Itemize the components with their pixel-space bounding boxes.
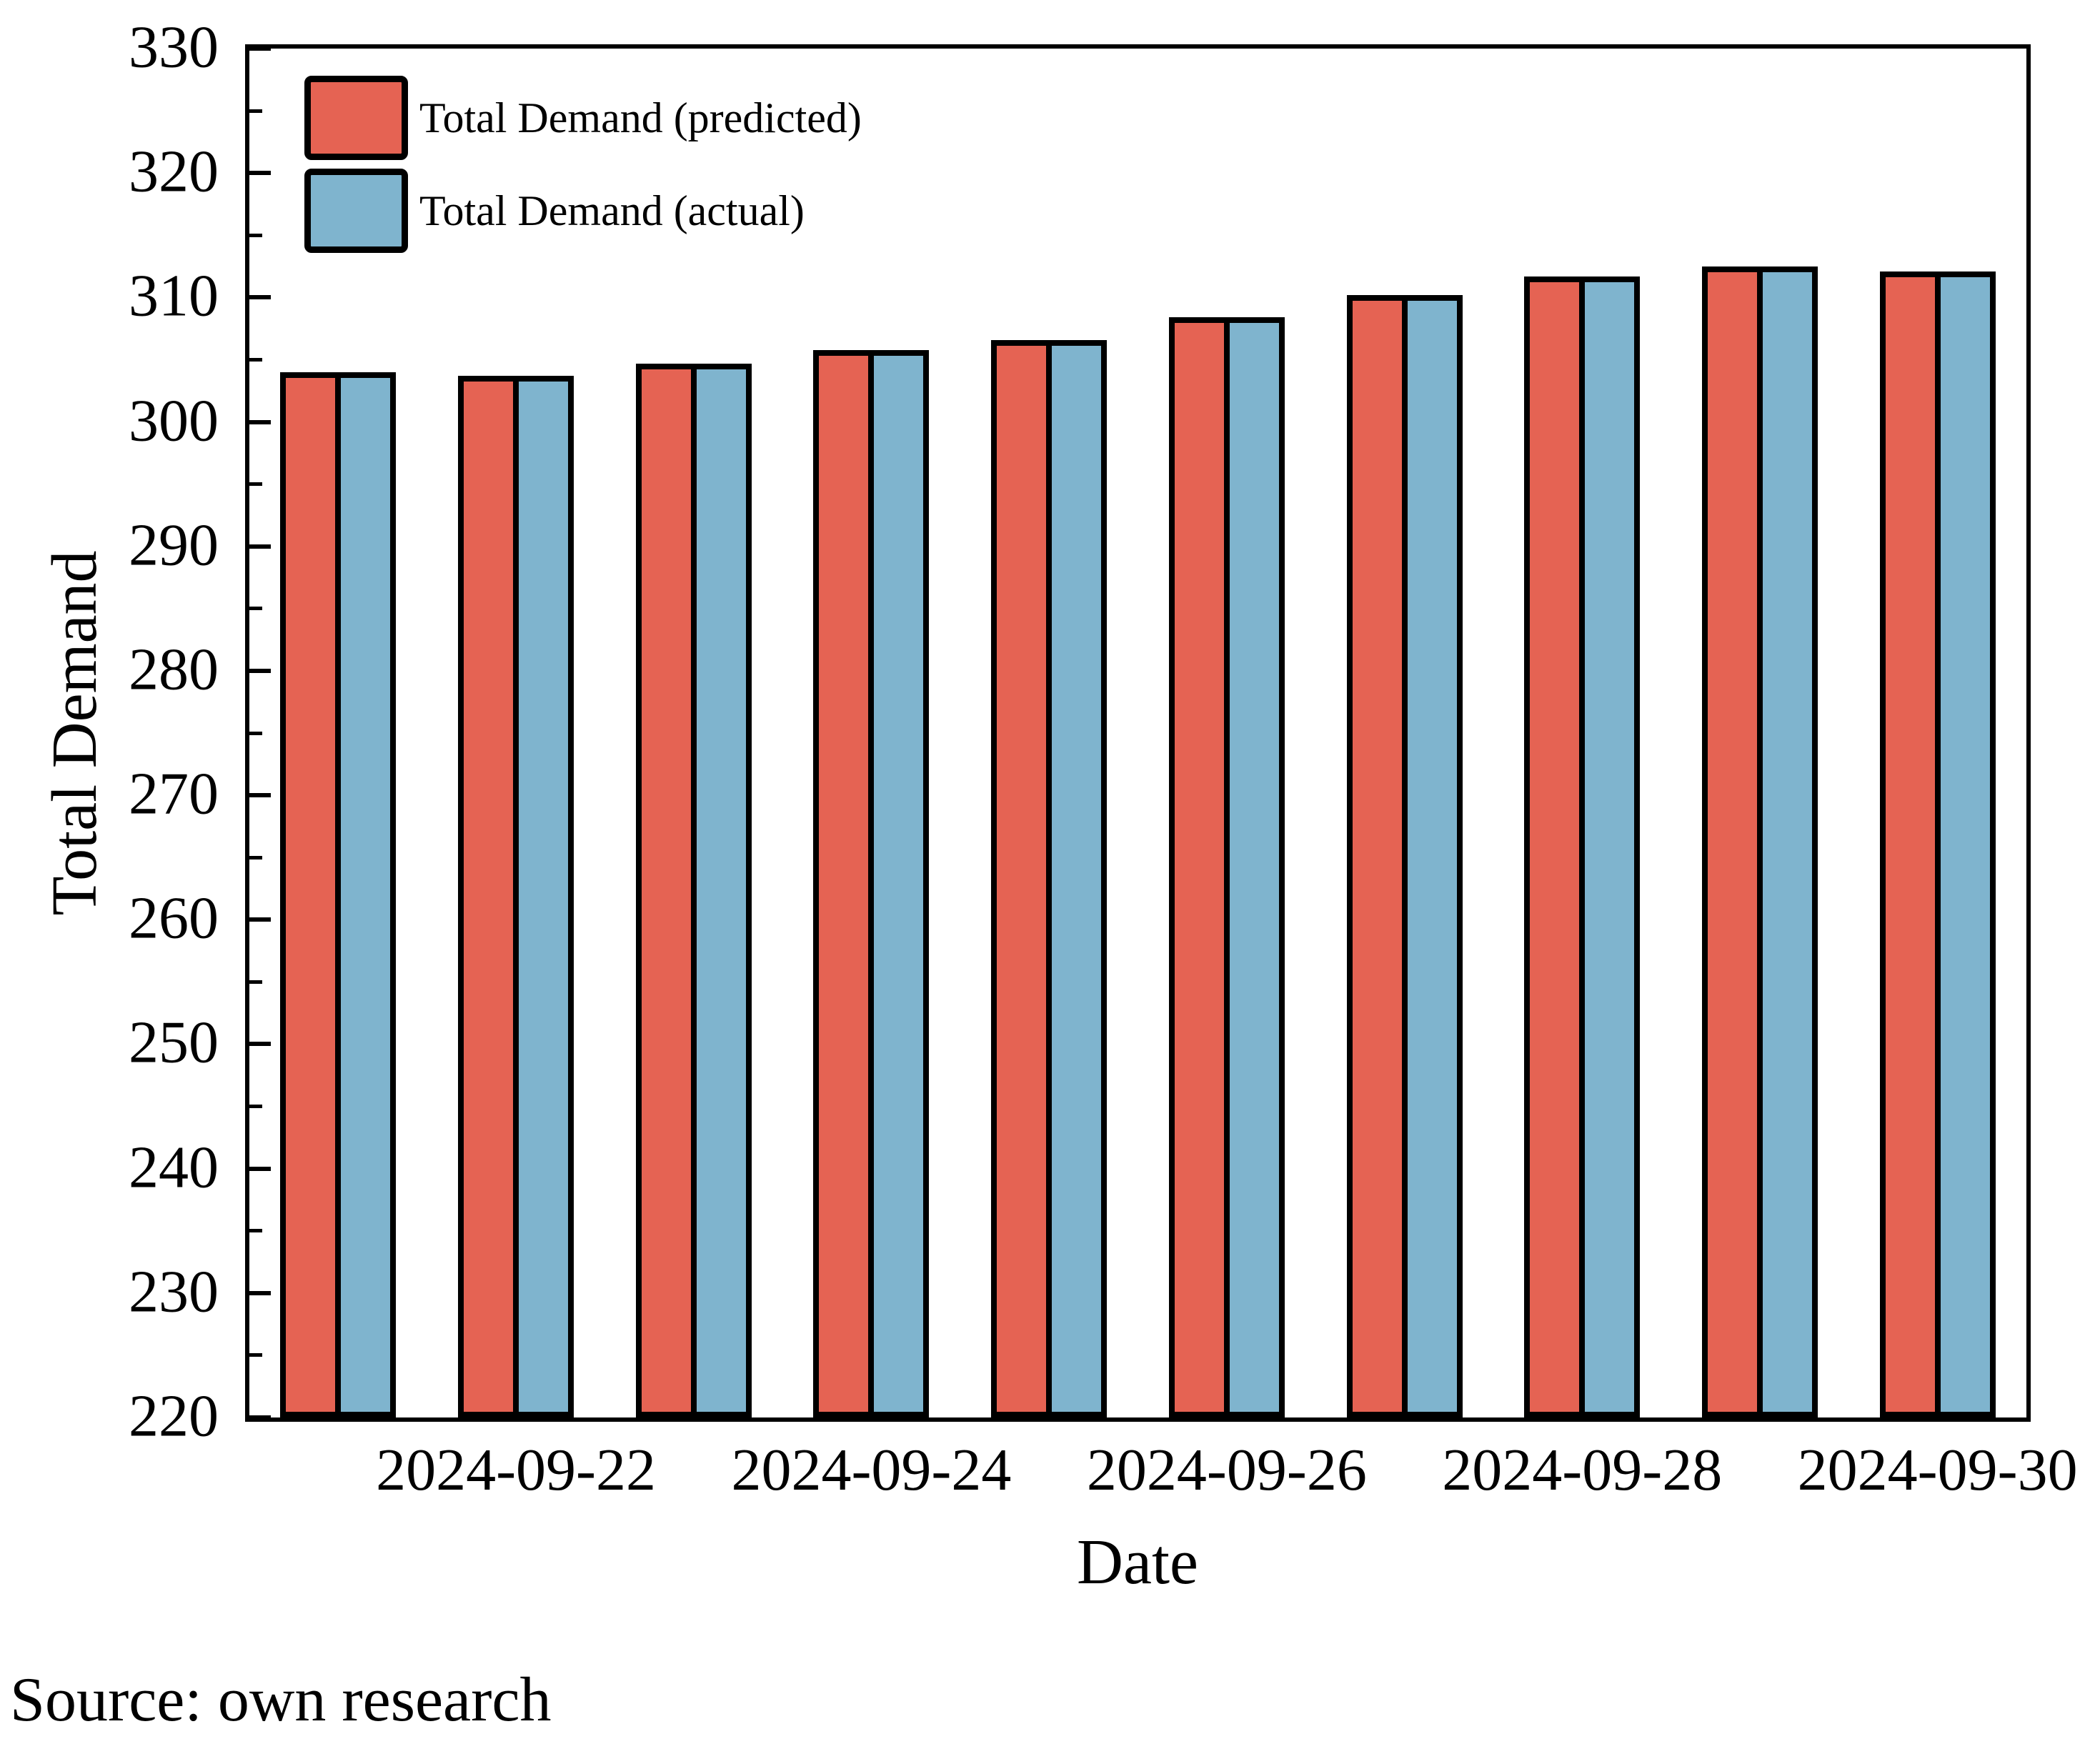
y-tick-label: 250 (129, 1009, 219, 1076)
legend: Total Demand (predicted) Total Demand (a… (304, 76, 862, 253)
legend-item-predicted: Total Demand (predicted) (304, 76, 862, 160)
y-tick-label: 220 (129, 1382, 219, 1450)
bar-actual-2024-09-28 (1579, 276, 1641, 1417)
y-major-tick (249, 1415, 271, 1420)
bar-actual-2024-09-23 (690, 363, 752, 1417)
bar-actual-2024-09-29 (1756, 266, 1818, 1417)
x-axis-title: Date (1077, 1527, 1198, 1598)
plot-area: Total Demand (predicted) Total Demand (a… (245, 44, 2031, 1422)
legend-label-predicted: Total Demand (predicted) (419, 94, 862, 141)
bar-actual-2024-09-26 (1223, 317, 1285, 1417)
bar-predicted-2024-09-24 (813, 349, 875, 1417)
bar-predicted-2024-09-21 (280, 372, 342, 1417)
y-tick-label: 240 (129, 1133, 219, 1200)
y-minor-tick (249, 855, 262, 859)
bar-predicted-2024-09-27 (1346, 294, 1408, 1417)
y-major-tick (249, 295, 271, 300)
bar-actual-2024-09-24 (868, 349, 930, 1417)
legend-swatch-actual (304, 169, 408, 253)
y-tick-label: 260 (129, 885, 219, 952)
y-minor-tick (249, 1229, 262, 1233)
y-major-tick (249, 1290, 271, 1295)
bar-actual-2024-09-21 (335, 372, 397, 1417)
y-major-tick (249, 171, 271, 176)
y-tick-label: 300 (129, 387, 219, 454)
x-tick-label: 2024-09-28 (1442, 1437, 1723, 1503)
y-tick-label: 270 (129, 760, 219, 827)
y-major-tick (249, 668, 271, 673)
legend-swatch-predicted (304, 76, 408, 160)
y-tick-label: 320 (129, 138, 219, 205)
bar-predicted-2024-09-28 (1524, 276, 1586, 1417)
bar-predicted-2024-09-26 (1168, 317, 1230, 1417)
bar-actual-2024-09-30 (1934, 271, 1996, 1417)
x-tick-label: 2024-09-26 (1086, 1437, 1367, 1503)
y-major-tick (249, 917, 271, 922)
y-tick-label: 290 (129, 512, 219, 579)
y-minor-tick (249, 482, 262, 487)
y-minor-tick (249, 357, 262, 362)
bar-predicted-2024-09-25 (991, 339, 1053, 1417)
legend-label-actual: Total Demand (actual) (419, 187, 805, 234)
y-minor-tick (249, 1105, 262, 1109)
x-tick-label: 2024-09-30 (1797, 1437, 2078, 1503)
y-tick-label: 280 (129, 636, 219, 703)
y-axis-title: Total Demand (39, 550, 110, 916)
y-major-tick (249, 419, 271, 424)
y-minor-tick (249, 980, 262, 984)
bar-actual-2024-09-25 (1046, 339, 1108, 1417)
y-minor-tick (249, 109, 262, 113)
y-major-tick (249, 46, 271, 51)
bar-actual-2024-09-27 (1401, 294, 1463, 1417)
y-major-tick (249, 1042, 271, 1047)
y-major-tick (249, 544, 271, 549)
y-major-tick (249, 1166, 271, 1171)
y-minor-tick (249, 731, 262, 735)
source-note: Source: own research (10, 1665, 552, 1735)
bar-predicted-2024-09-30 (1879, 271, 1941, 1417)
y-minor-tick (249, 607, 262, 611)
y-tick-label: 330 (129, 14, 219, 81)
bar-predicted-2024-09-22 (458, 376, 519, 1417)
y-minor-tick (249, 1353, 262, 1357)
y-tick-label: 230 (129, 1258, 219, 1325)
y-tick-label: 310 (129, 262, 219, 329)
bar-predicted-2024-09-29 (1701, 266, 1763, 1417)
bar-actual-2024-09-22 (513, 376, 574, 1417)
legend-item-actual: Total Demand (actual) (304, 169, 862, 253)
bar-predicted-2024-09-23 (635, 363, 697, 1417)
y-major-tick (249, 793, 271, 798)
y-minor-tick (249, 233, 262, 237)
x-tick-label: 2024-09-22 (376, 1437, 657, 1503)
x-tick-label: 2024-09-24 (731, 1437, 1012, 1503)
